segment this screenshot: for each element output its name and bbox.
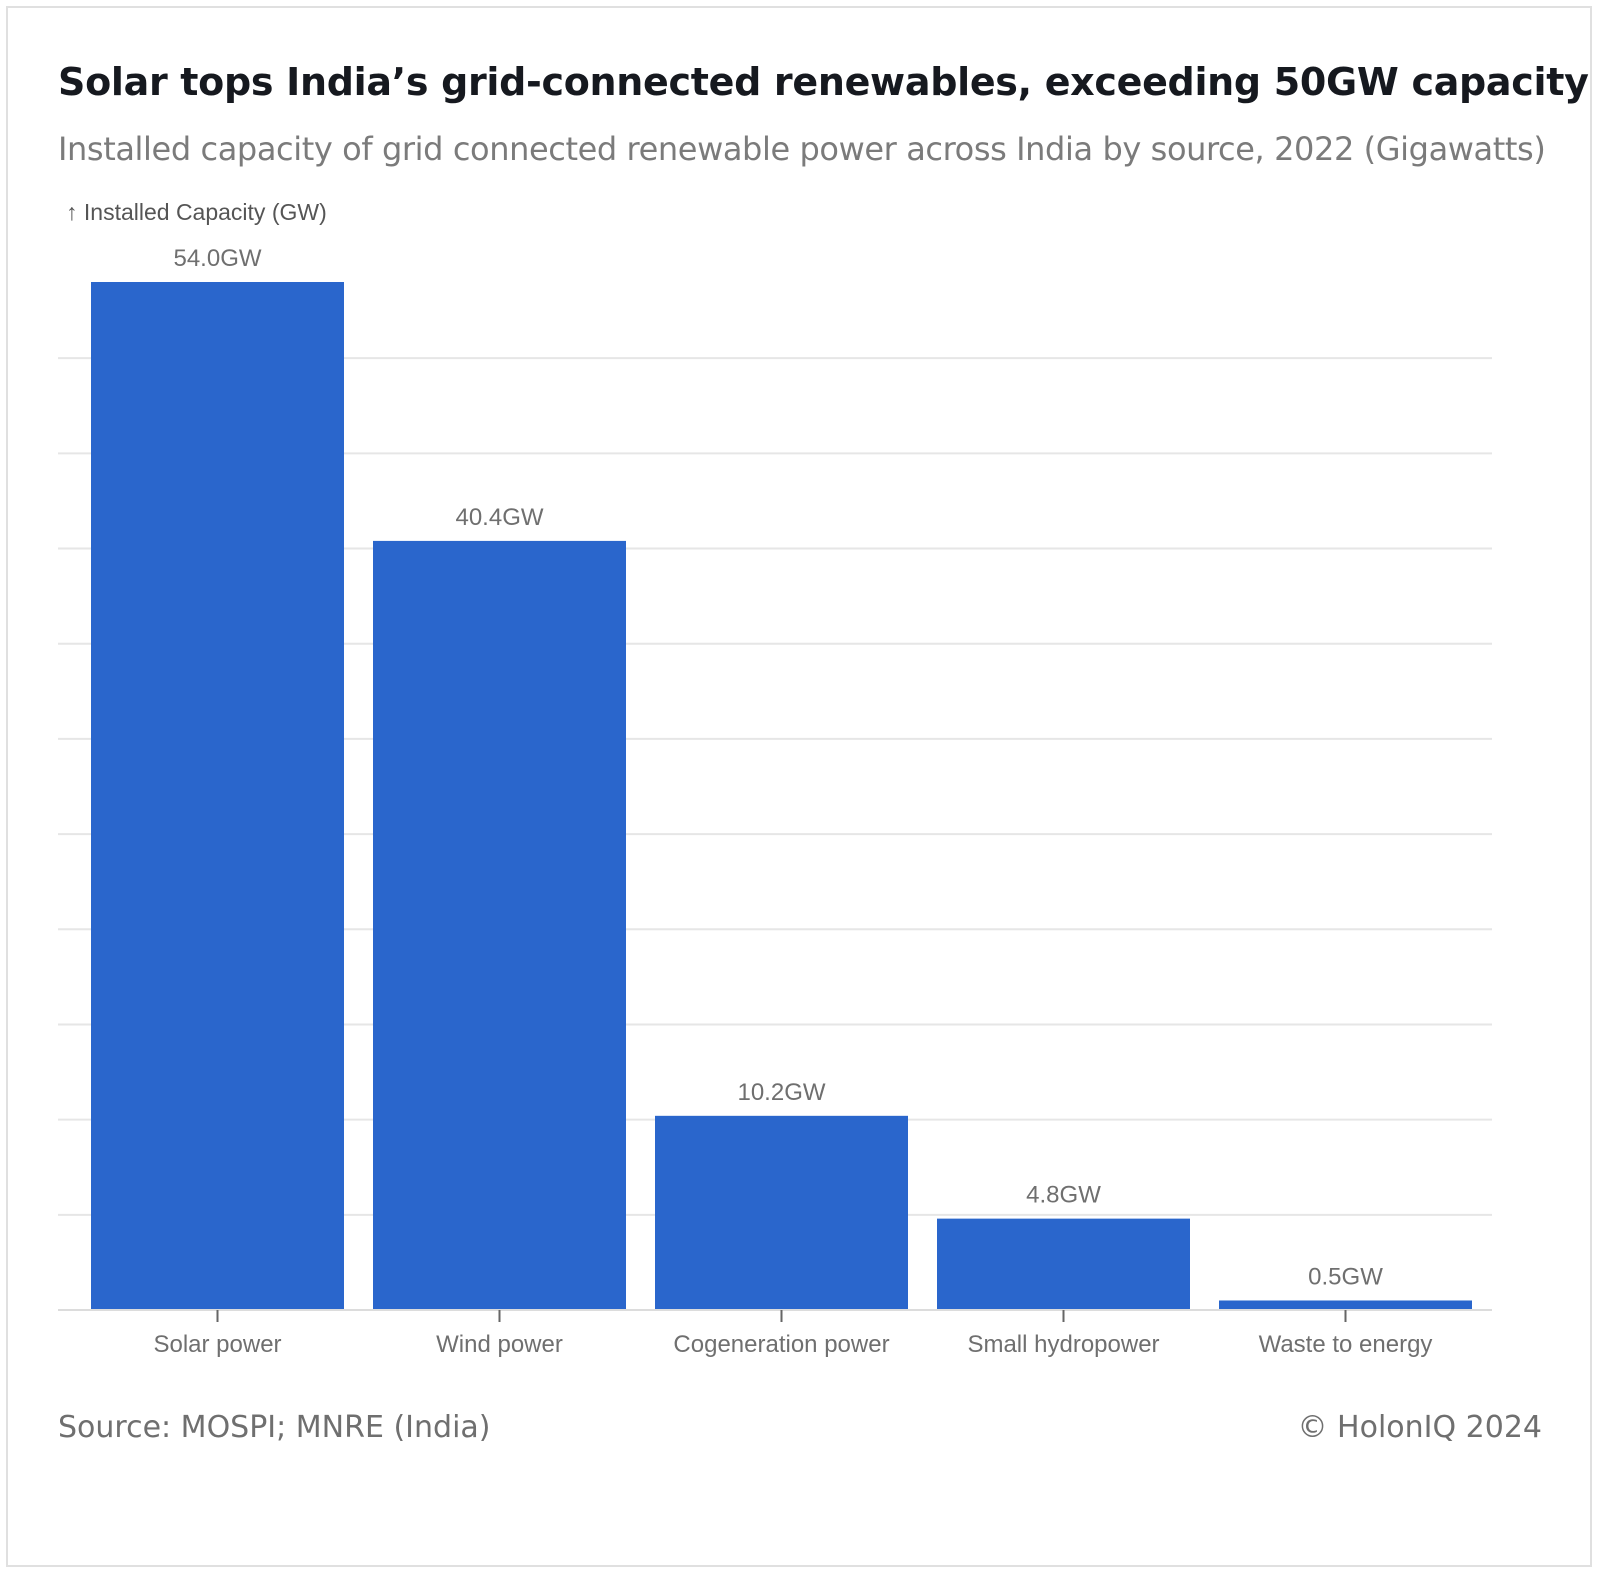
y-axis-label: ↑ Installed Capacity (GW) [66, 199, 327, 225]
data-label: 10.2GW [737, 1079, 825, 1106]
x-tick-label: Wind power [436, 1331, 563, 1358]
data-label: 54.0GW [173, 245, 261, 272]
bar-wind-power [373, 540, 626, 1310]
x-axis: Solar power Wind power Cogeneration power S… [58, 1309, 1492, 1358]
copyright-note: © HolonIQ 2024 [1297, 1410, 1543, 1445]
bar-solar-power [91, 282, 344, 1310]
source-note: Source: MOSPI; MNRE (India) [58, 1410, 491, 1445]
bars [91, 282, 1472, 1310]
x-tick-label: Waste to energy [1259, 1331, 1433, 1358]
data-label: 0.5GW [1308, 1263, 1383, 1290]
chart-title: Solar tops India’s grid-connected renewa… [58, 60, 1589, 104]
x-tick-label: Small hydropower [967, 1331, 1159, 1358]
bar-cogeneration-power [655, 1115, 908, 1310]
x-tick-label: Cogeneration power [673, 1331, 889, 1358]
bar-small-hydropower [937, 1218, 1190, 1310]
data-labels: 54.0GW 40.4GW 10.2GW 4.8GW 0.5GW [173, 245, 1383, 1290]
chart-subtitle: Installed capacity of grid connected ren… [58, 130, 1546, 168]
x-tick-label: Solar power [153, 1331, 281, 1358]
data-label: 40.4GW [455, 504, 543, 531]
bar-waste-to-energy [1219, 1300, 1472, 1310]
data-label: 4.8GW [1026, 1182, 1101, 1209]
